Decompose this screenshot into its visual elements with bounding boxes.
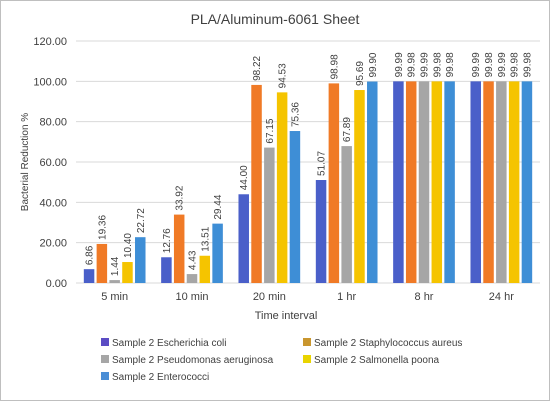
data-label: 94.53 xyxy=(278,63,289,88)
y-tick-label: 0.00 xyxy=(46,278,67,290)
legend: Sample 2 Escherichia coli Sample 2 Staphy… xyxy=(101,338,462,383)
data-label: 13.51 xyxy=(200,226,211,251)
bar xyxy=(521,81,533,284)
bar xyxy=(161,257,172,283)
data-label: 44.00 xyxy=(239,165,250,190)
data-label: 29.44 xyxy=(213,194,224,219)
legend-swatch xyxy=(101,338,109,346)
bar xyxy=(264,147,275,283)
bar xyxy=(83,269,95,283)
data-label: 51.07 xyxy=(317,151,328,176)
bars xyxy=(83,81,533,284)
chart-title: PLA/Aluminum-6061 Sheet xyxy=(191,11,360,27)
bar xyxy=(199,255,211,283)
x-tick-label: 10 min xyxy=(175,291,208,303)
data-label: 99.98 xyxy=(407,52,418,77)
bar xyxy=(418,81,430,283)
legend-label: Sample 2 Pseudomonas aeruginosa xyxy=(112,355,274,366)
data-label: 99.98 xyxy=(510,52,521,77)
x-tick-label: 20 min xyxy=(253,291,286,303)
x-tick-label: 8 hr xyxy=(415,291,434,303)
data-label: 98.98 xyxy=(329,54,340,79)
data-label: 99.99 xyxy=(471,52,482,77)
bar xyxy=(212,223,223,283)
bar xyxy=(173,214,185,283)
data-label: 33.92 xyxy=(175,185,186,210)
data-label: 12.76 xyxy=(162,228,173,253)
bar xyxy=(405,81,417,284)
data-label: 67.15 xyxy=(265,118,276,143)
data-label: 99.98 xyxy=(484,52,495,77)
data-label: 98.22 xyxy=(252,55,263,80)
legend-label: Sample 2 Salmonella poona xyxy=(314,355,440,366)
bar xyxy=(431,81,443,284)
data-label: 4.43 xyxy=(188,250,199,270)
data-label: 1.44 xyxy=(110,256,121,276)
data-labels: 6.86 12.76 44.00 51.07 99.99 99.99 19.36 33.92 9… xyxy=(85,52,534,276)
bar xyxy=(315,180,327,283)
data-label: 75.36 xyxy=(290,102,301,127)
bar xyxy=(276,92,288,283)
legend-label: Sample 2 Staphylococcus aureus xyxy=(314,338,462,349)
bar xyxy=(96,243,108,283)
y-tick-label: 40.00 xyxy=(39,197,67,209)
legend-swatch xyxy=(303,355,311,363)
data-label: 10.40 xyxy=(123,233,134,258)
y-axis-title: Bacterial Reduction % xyxy=(20,113,31,211)
bar xyxy=(109,280,120,283)
data-label: 99.99 xyxy=(394,52,405,77)
bar xyxy=(186,274,198,283)
bar xyxy=(483,81,494,284)
data-label: 19.36 xyxy=(97,214,108,239)
data-label: 99.99 xyxy=(420,52,431,77)
data-label: 67.89 xyxy=(342,117,353,142)
data-label: 6.86 xyxy=(85,245,96,265)
data-label: 99.98 xyxy=(445,52,456,77)
legend-label: Sample 2 Enterococci xyxy=(112,372,209,383)
y-tick-label: 80.00 xyxy=(39,117,67,129)
bar xyxy=(328,83,340,283)
bar xyxy=(238,194,249,283)
x-axis-ticks: 5 min 10 min 20 min 1 hr 8 hr 24 hr xyxy=(101,291,514,303)
x-tick-label: 24 hr xyxy=(489,291,514,303)
gridlines xyxy=(76,40,540,284)
legend-label: Sample 2 Escherichia coli xyxy=(112,338,227,349)
legend-swatch xyxy=(303,338,311,346)
bar xyxy=(135,237,146,283)
y-tick-label: 20.00 xyxy=(39,238,67,250)
data-label: 95.69 xyxy=(355,61,366,86)
data-label: 99.90 xyxy=(368,52,379,77)
bar xyxy=(496,81,507,283)
bar xyxy=(508,81,520,284)
y-tick-label: 100.00 xyxy=(33,76,67,88)
y-axis-ticks: 0.00 20.00 40.00 60.00 80.00 100.00 120.00 xyxy=(33,36,67,290)
bar xyxy=(354,90,365,283)
legend-swatch xyxy=(101,372,109,380)
data-label: 99.98 xyxy=(432,52,443,77)
bar xyxy=(251,84,262,283)
x-axis-title: Time interval xyxy=(255,310,318,322)
bar xyxy=(289,131,301,283)
bar xyxy=(470,81,481,283)
bar xyxy=(367,81,378,283)
data-label: 99.99 xyxy=(497,52,508,77)
bar xyxy=(444,81,455,284)
legend-swatch xyxy=(101,355,109,363)
x-tick-label: 1 hr xyxy=(337,291,356,303)
y-tick-label: 120.00 xyxy=(33,36,67,48)
bar xyxy=(122,262,133,283)
bar xyxy=(341,146,352,283)
data-label: 99.98 xyxy=(522,52,533,77)
bar xyxy=(393,81,404,283)
y-tick-label: 60.00 xyxy=(39,157,67,169)
x-tick-label: 5 min xyxy=(101,291,128,303)
data-label: 22.72 xyxy=(136,208,147,233)
